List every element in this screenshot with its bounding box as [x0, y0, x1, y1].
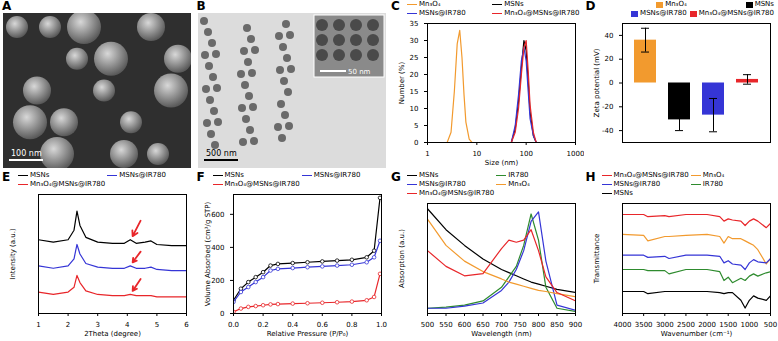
svg-text:1000: 1000: [567, 150, 584, 158]
html-text:MSNs@IR780: MSNs@IR780: [419, 9, 466, 17]
svg-text:50 nm: 50 nm: [348, 68, 371, 76]
svg-text:20: 20: [604, 55, 613, 63]
svg-text:4000: 4000: [613, 321, 631, 329]
svg-text:1500: 1500: [719, 321, 737, 329]
svg-text:0.4: 0.4: [287, 321, 299, 329]
svg-text:900: 900: [569, 321, 582, 329]
svg-text:650: 650: [476, 321, 489, 329]
html-text:Mn₃O₄: Mn₃O₄: [665, 0, 687, 8]
svg-text:35: 35: [410, 20, 419, 28]
svg-text:550: 550: [439, 321, 452, 329]
svg-text:500: 500: [763, 321, 776, 329]
svg-text:500: 500: [421, 321, 434, 329]
svg-text:400: 400: [211, 243, 224, 251]
svg-text:10: 10: [472, 150, 481, 158]
svg-text:3000: 3000: [655, 321, 673, 329]
svg-text:500 nm: 500 nm: [206, 149, 237, 158]
svg-text:2500: 2500: [677, 321, 695, 329]
svg-text:200: 200: [211, 276, 224, 284]
svg-text:0: 0: [609, 79, 613, 87]
html-text:Mn₃O₄@MSNs@IR780: Mn₃O₄@MSNs@IR780: [30, 179, 106, 188]
svg-text:2000: 2000: [698, 321, 716, 329]
svg-text:0.2: 0.2: [257, 321, 268, 329]
svg-text:3500: 3500: [634, 321, 652, 329]
html-text:MSNs: MSNs: [754, 0, 774, 8]
svg-text:0: 0: [414, 139, 418, 147]
html-text:MSNs@IR780: MSNs@IR780: [640, 9, 687, 17]
svg-text:0: 0: [220, 309, 224, 317]
svg-text:15: 15: [410, 88, 419, 96]
svg-text:0.6: 0.6: [316, 321, 328, 329]
html-text:H: H: [585, 169, 596, 184]
html-text:MSNs@IR780: MSNs@IR780: [613, 179, 661, 188]
svg-text:Volume Absorbed (cm³/g STP): Volume Absorbed (cm³/g STP): [204, 201, 212, 306]
html-text:IR780: IR780: [702, 179, 724, 188]
svg-text:5: 5: [414, 122, 418, 130]
html-text:G: G: [391, 169, 401, 184]
html-text:MSNs: MSNs: [419, 170, 439, 179]
svg-text:600: 600: [458, 321, 471, 329]
svg-text:0.8: 0.8: [346, 321, 357, 329]
html-text:MSNs@IR780: MSNs@IR780: [119, 170, 166, 179]
html-text:A: A: [2, 0, 12, 13]
svg-text:Relative Pressure (P/P₀): Relative Pressure (P/P₀): [266, 329, 348, 337]
html-text:Mn₃O₄@MSNs@IR780: Mn₃O₄@MSNs@IR780: [504, 9, 580, 17]
svg-text:Absorption (a.u.): Absorption (a.u.): [398, 228, 406, 287]
svg-text:Wavelength (nm): Wavelength (nm): [471, 329, 532, 337]
html-text:IR780: IR780: [508, 170, 529, 179]
svg-text:Zeta potential (mV): Zeta potential (mV): [593, 48, 601, 117]
html-text:Mn₃O₄@MSNs@IR780: Mn₃O₄@MSNs@IR780: [698, 9, 774, 17]
html-text:Mn₃O₄@MSNs@IR780: Mn₃O₄@MSNs@IR780: [224, 179, 300, 188]
svg-text:1: 1: [425, 150, 429, 158]
svg-text:4: 4: [125, 321, 130, 329]
html-text:Mn₃O₄@MSNs@IR780: Mn₃O₄@MSNs@IR780: [613, 170, 689, 179]
svg-text:Number (%): Number (%): [398, 62, 406, 105]
svg-text:6: 6: [184, 321, 189, 329]
svg-text:100: 100: [519, 150, 532, 158]
svg-text:1000: 1000: [740, 321, 758, 329]
html-text:MSNs: MSNs: [504, 0, 524, 8]
html-text:E: E: [2, 169, 11, 184]
svg-text:30: 30: [410, 37, 419, 45]
svg-text:1.0: 1.0: [375, 321, 386, 329]
svg-text:-40: -40: [602, 127, 613, 135]
html-text:MSNs@IR780: MSNs@IR780: [419, 179, 466, 188]
svg-text:1: 1: [36, 321, 40, 329]
svg-text:5: 5: [155, 321, 159, 329]
svg-text:Intensity (a.u.): Intensity (a.u.): [9, 228, 17, 280]
svg-text:750: 750: [513, 321, 526, 329]
html-text:MSNs: MSNs: [30, 170, 50, 179]
html-text:D: D: [585, 0, 596, 13]
svg-text:600: 600: [211, 210, 224, 218]
svg-text:3: 3: [95, 321, 99, 329]
svg-text:40: 40: [604, 32, 613, 40]
svg-text:800: 800: [532, 321, 545, 329]
html-text:B: B: [196, 0, 206, 13]
svg-text:20: 20: [410, 71, 419, 79]
html-text:MSNs: MSNs: [613, 188, 633, 197]
html-text:Mn₃O₄: Mn₃O₄: [702, 170, 725, 179]
html-text:MSNs: MSNs: [224, 170, 244, 179]
svg-text:2: 2: [66, 321, 70, 329]
svg-text:-20: -20: [602, 103, 613, 111]
svg-text:100 nm: 100 nm: [11, 149, 42, 158]
svg-text:Transmittance: Transmittance: [593, 233, 601, 284]
html-text:MSNs@IR780: MSNs@IR780: [313, 170, 361, 179]
svg-text:0.0: 0.0: [227, 321, 238, 329]
html-text:C: C: [391, 0, 400, 13]
svg-text:700: 700: [495, 321, 508, 329]
html-text:Mn₃O₄: Mn₃O₄: [419, 0, 441, 8]
svg-text:850: 850: [550, 321, 563, 329]
svg-text:2Theta (degree): 2Theta (degree): [84, 329, 141, 337]
svg-text:Wavenumber (cm⁻¹): Wavenumber (cm⁻¹): [660, 329, 732, 337]
svg-text:Size (nm): Size (nm): [485, 159, 519, 167]
svg-text:25: 25: [410, 54, 419, 62]
svg-text:10: 10: [410, 105, 419, 113]
html-text:Mn₃O₄@MSNs@IR780: Mn₃O₄@MSNs@IR780: [419, 188, 495, 197]
html-text:Mn₃O₄: Mn₃O₄: [508, 179, 530, 188]
html-text:F: F: [196, 169, 205, 184]
